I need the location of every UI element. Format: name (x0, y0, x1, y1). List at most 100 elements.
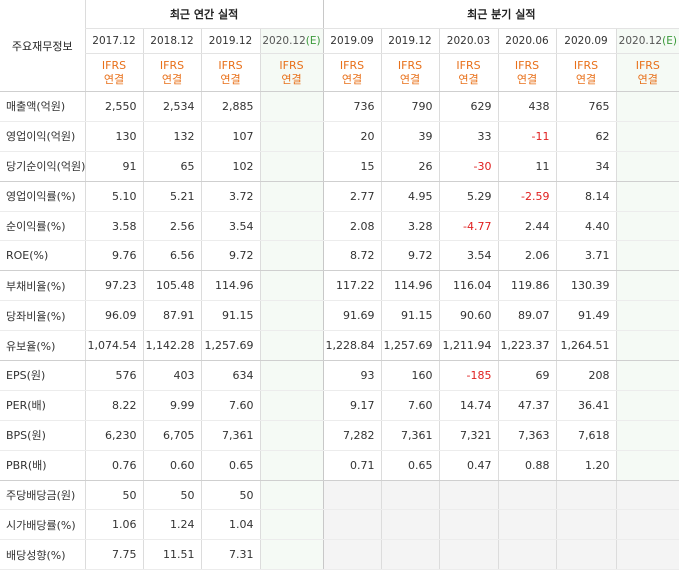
quarter-value-cell (555, 480, 617, 511)
quarter-value-cell: 4.95 (380, 181, 440, 212)
basis-consolidation-label: 연결 (341, 72, 363, 86)
table-row: 영업이익률(%) 5.10 5.21 3.72 2.77 4.95 5.29 -2.59 8.1… (0, 181, 679, 212)
row-label: PER(배) (0, 390, 85, 421)
quarter-value-cell: -4.77 (438, 211, 499, 242)
quarter-value-cell (615, 509, 679, 541)
estimate-tag: (E) (305, 35, 321, 47)
quarter-value-cell: 3.71 (555, 240, 617, 272)
annual-results-title: 최근 연간 실적 (84, 0, 324, 29)
quarter-value-cell (497, 480, 557, 511)
quarter-value-cell: 116.04 (438, 270, 499, 302)
period-header: 2019.12 (380, 28, 440, 54)
table-row: 유보율(%) 1,074.54 1,142.28 1,257.69 1,228.84 1,… (0, 330, 679, 362)
quarter-value-cell: 91.49 (555, 300, 617, 332)
annual-value-cell: 130 (84, 121, 143, 152)
quarter-value-cell (615, 539, 679, 570)
annual-value-cell (259, 330, 324, 362)
annual-value-cell (259, 420, 324, 451)
quarter-value-cell (615, 91, 679, 122)
row-label: 시가배당률(%) (0, 509, 85, 541)
annual-value-cell: 3.72 (200, 181, 260, 212)
annual-value-cell: 91.15 (200, 300, 260, 332)
annual-value-cell: 50 (84, 480, 143, 511)
quarter-value-cell (555, 509, 617, 541)
basis-consolidation-label: 연결 (220, 72, 241, 86)
annual-value-cell: 2.56 (142, 211, 201, 242)
period-header: 2020.03 (438, 28, 499, 54)
annual-value-cell: 6,705 (142, 420, 201, 451)
annual-value-cell (259, 300, 324, 332)
quarter-value-cell (615, 420, 679, 451)
accounting-basis-header: IFRS 연결 (438, 53, 499, 92)
annual-value-cell: 107 (200, 121, 260, 152)
annual-value-cell (259, 539, 324, 570)
row-label: 배당성향(%) (0, 539, 85, 570)
table-row: PER(배) 8.22 9.99 7.60 9.17 7.60 14.74 47.37 36.4… (0, 390, 679, 421)
quarter-value-cell: 11 (497, 151, 557, 182)
basis-standard-label: IFRS (159, 58, 185, 72)
annual-value-cell: 9.76 (84, 240, 143, 272)
quarter-value-cell: 26 (380, 151, 440, 182)
annual-value-cell: 97.23 (84, 270, 143, 302)
quarter-value-cell: 0.47 (438, 450, 499, 481)
quarter-value-cell: 0.65 (380, 450, 440, 481)
quarter-value-cell: -2.59 (497, 181, 557, 212)
annual-value-cell: 50 (142, 480, 201, 511)
quarter-value-cell (615, 390, 679, 421)
basis-standard-label: IFRS (218, 58, 243, 72)
annual-value-cell: 1.06 (84, 509, 143, 541)
table-row: 배당성향(%) 7.75 11.51 7.31 (0, 539, 679, 570)
quarter-value-cell: 2.08 (322, 211, 382, 242)
estimate-period-header: 2020.12(E) (259, 28, 324, 54)
table-row: 영업이익(억원) 130 132 107 20 39 33 -11 62 (0, 121, 679, 152)
basis-standard-label: IFRS (101, 58, 127, 72)
annual-value-cell (259, 91, 324, 122)
basis-standard-label: IFRS (635, 58, 660, 72)
quarter-value-cell: 7,618 (555, 420, 617, 451)
annual-value-cell (259, 240, 324, 272)
quarter-value-cell: 1.20 (555, 450, 617, 481)
row-label: BPS(원) (0, 420, 85, 451)
annual-value-cell: 1.04 (200, 509, 260, 541)
quarter-value-cell: 160 (380, 360, 440, 391)
quarter-value-cell: 7,363 (497, 420, 557, 451)
quarter-value-cell: 2.44 (497, 211, 557, 242)
annual-value-cell: 9.99 (142, 390, 201, 421)
annual-value-cell: 0.60 (142, 450, 201, 481)
period-header: 2020.06 (497, 28, 557, 54)
quarter-value-cell (322, 509, 382, 541)
annual-value-cell (259, 360, 324, 391)
basis-standard-label: IFRS (339, 58, 365, 72)
quarter-value-cell: 90.60 (438, 300, 499, 332)
quarter-value-cell (615, 211, 679, 242)
annual-value-cell: 3.58 (84, 211, 143, 242)
annual-value-cell: 0.65 (200, 450, 260, 481)
quarter-value-cell: 1,211.94 (438, 330, 499, 362)
row-label: 부채비율(%) (0, 270, 85, 302)
annual-value-cell: 2,550 (84, 91, 143, 122)
quarter-value-cell (438, 539, 499, 570)
quarter-value-cell: 9.17 (322, 390, 382, 421)
estimate-tag: (E) (662, 35, 677, 47)
basis-standard-label: IFRS (514, 58, 540, 72)
row-label: 유보율(%) (0, 330, 85, 362)
table-row: 당좌비율(%) 96.09 87.91 91.15 91.69 91.15 90.60 89.… (0, 300, 679, 332)
table-row: EPS(원) 576 403 634 93 160 -185 69 208 (0, 360, 679, 391)
quarter-value-cell (438, 480, 499, 511)
annual-value-cell: 576 (84, 360, 143, 391)
quarter-value-cell: 130.39 (555, 270, 617, 302)
annual-value-cell: 5.21 (142, 181, 201, 212)
table-row: BPS(원) 6,230 6,705 7,361 7,282 7,361 7,321 7,36… (0, 420, 679, 451)
accounting-basis-header: IFRS 연결 (380, 53, 440, 92)
quarter-value-cell: 33 (438, 121, 499, 152)
quarter-value-cell: 114.96 (380, 270, 440, 302)
period-header: 2019.12 (200, 28, 260, 54)
accounting-basis-header: IFRS 연결 (322, 53, 382, 92)
table-row: 당기순이익(억원) 91 65 102 15 26 -30 11 34 (0, 151, 679, 182)
quarter-value-cell (615, 151, 679, 182)
quarter-value-cell: 93 (322, 360, 382, 391)
basis-consolidation-label: 연결 (637, 72, 658, 86)
quarter-value-cell: 9.72 (380, 240, 440, 272)
quarter-value-cell: 20 (322, 121, 382, 152)
annual-value-cell: 96.09 (84, 300, 143, 332)
